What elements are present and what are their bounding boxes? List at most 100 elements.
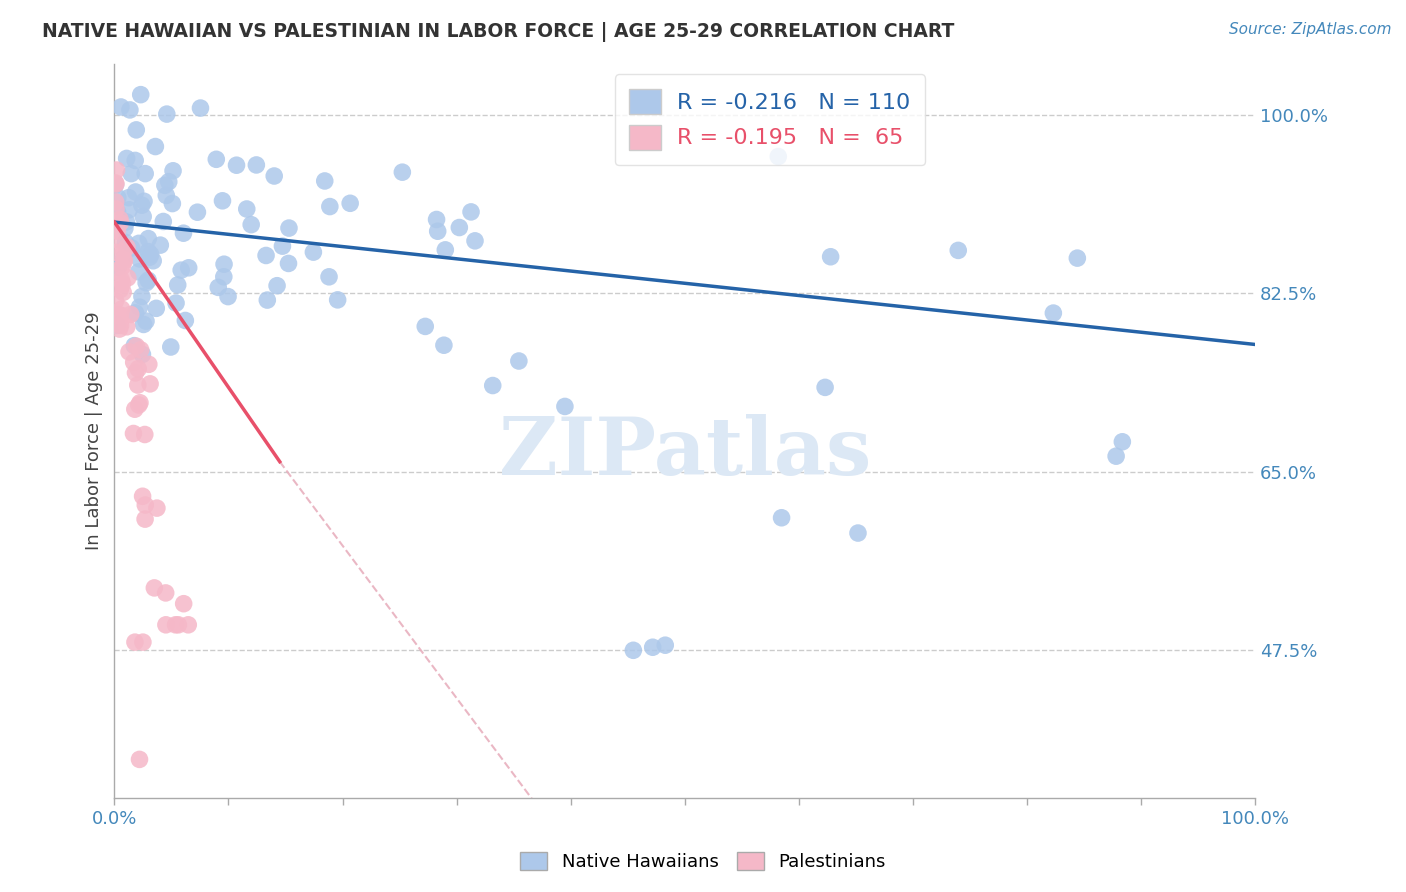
Point bbox=[128, 236, 150, 251]
Point bbox=[104, 216, 127, 230]
Point bbox=[128, 398, 150, 412]
Point bbox=[128, 252, 150, 266]
Point bbox=[114, 221, 136, 235]
Point bbox=[115, 240, 138, 254]
Point bbox=[104, 176, 127, 190]
Point bbox=[134, 427, 156, 442]
Point bbox=[136, 244, 159, 259]
Point bbox=[165, 617, 187, 632]
Point bbox=[149, 238, 172, 252]
Point bbox=[134, 167, 156, 181]
Point bbox=[211, 194, 233, 208]
Point bbox=[155, 586, 177, 600]
Point bbox=[139, 376, 162, 391]
Point bbox=[131, 347, 153, 361]
Point bbox=[1066, 251, 1088, 265]
Point bbox=[104, 317, 127, 331]
Y-axis label: In Labor Force | Age 25-29: In Labor Force | Age 25-29 bbox=[86, 312, 103, 550]
Point bbox=[125, 123, 148, 137]
Point bbox=[134, 512, 156, 526]
Point bbox=[162, 163, 184, 178]
Point bbox=[127, 361, 149, 376]
Point bbox=[1105, 449, 1128, 463]
Point bbox=[115, 152, 138, 166]
Point bbox=[142, 253, 165, 268]
Text: Source: ZipAtlas.com: Source: ZipAtlas.com bbox=[1229, 22, 1392, 37]
Point bbox=[770, 510, 793, 524]
Point bbox=[129, 87, 152, 102]
Point bbox=[104, 194, 127, 209]
Point bbox=[145, 301, 167, 316]
Point bbox=[110, 283, 132, 297]
Point bbox=[654, 638, 676, 652]
Point bbox=[240, 218, 263, 232]
Point bbox=[159, 340, 181, 354]
Point bbox=[108, 212, 131, 227]
Point bbox=[112, 252, 135, 266]
Point bbox=[107, 191, 129, 205]
Point bbox=[104, 178, 127, 192]
Point bbox=[114, 235, 136, 250]
Point bbox=[128, 300, 150, 314]
Legend: Native Hawaiians, Palestinians: Native Hawaiians, Palestinians bbox=[513, 845, 893, 879]
Point bbox=[131, 198, 153, 212]
Point bbox=[124, 635, 146, 649]
Point bbox=[207, 280, 229, 294]
Point bbox=[278, 221, 301, 235]
Point bbox=[266, 278, 288, 293]
Point bbox=[131, 489, 153, 503]
Point bbox=[425, 212, 447, 227]
Point bbox=[136, 231, 159, 245]
Point bbox=[129, 396, 152, 410]
Point bbox=[554, 400, 576, 414]
Point bbox=[104, 264, 127, 278]
Point bbox=[112, 254, 135, 268]
Point bbox=[167, 617, 190, 632]
Point bbox=[157, 175, 180, 189]
Point bbox=[111, 260, 134, 274]
Point bbox=[138, 357, 160, 371]
Point bbox=[104, 177, 127, 191]
Point bbox=[132, 194, 155, 209]
Point bbox=[155, 617, 177, 632]
Point bbox=[508, 354, 530, 368]
Point bbox=[641, 640, 664, 655]
Legend: R = -0.216   N = 110, R = -0.195   N =  65: R = -0.216 N = 110, R = -0.195 N = 65 bbox=[614, 74, 925, 165]
Point bbox=[190, 101, 212, 115]
Point bbox=[108, 322, 131, 336]
Point bbox=[319, 200, 342, 214]
Point bbox=[145, 139, 167, 153]
Point bbox=[112, 285, 135, 300]
Point bbox=[111, 277, 134, 291]
Point bbox=[143, 581, 166, 595]
Point bbox=[129, 343, 152, 357]
Point bbox=[166, 277, 188, 292]
Point bbox=[108, 308, 131, 322]
Point bbox=[125, 339, 148, 353]
Point bbox=[170, 263, 193, 277]
Point bbox=[263, 169, 285, 183]
Point bbox=[122, 339, 145, 353]
Point bbox=[621, 643, 644, 657]
Point bbox=[124, 306, 146, 320]
Point bbox=[115, 215, 138, 229]
Point bbox=[128, 752, 150, 766]
Point bbox=[118, 344, 141, 359]
Point bbox=[120, 167, 142, 181]
Point bbox=[768, 149, 790, 163]
Point bbox=[104, 293, 127, 308]
Point bbox=[177, 617, 200, 632]
Point bbox=[128, 265, 150, 279]
Point bbox=[236, 202, 259, 216]
Point bbox=[256, 293, 278, 307]
Point bbox=[426, 224, 449, 238]
Point bbox=[135, 276, 157, 290]
Point bbox=[124, 153, 146, 168]
Point bbox=[162, 196, 184, 211]
Point bbox=[104, 245, 127, 260]
Point bbox=[254, 248, 277, 262]
Point bbox=[111, 301, 134, 316]
Point bbox=[172, 226, 194, 240]
Text: ZIPatlas: ZIPatlas bbox=[499, 414, 870, 492]
Point bbox=[117, 270, 139, 285]
